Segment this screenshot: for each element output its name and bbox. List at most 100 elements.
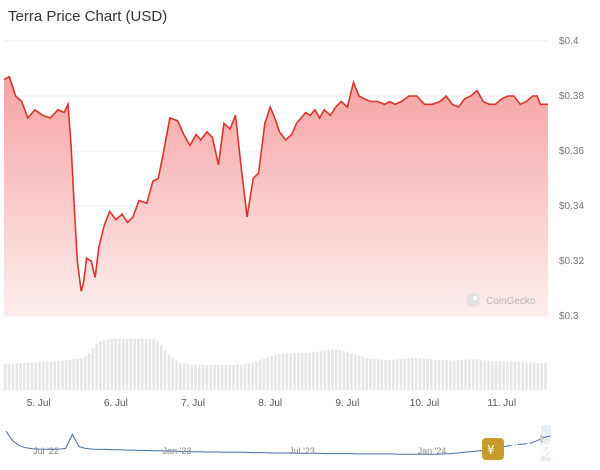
volume-bar xyxy=(106,339,110,390)
volume-bar xyxy=(148,338,152,390)
volume-bar xyxy=(175,360,178,390)
volume-bar xyxy=(407,358,410,390)
volume-bar xyxy=(308,352,311,390)
x-tick-label: 9. Jul xyxy=(335,398,359,409)
volume-bar xyxy=(323,350,327,390)
volume-bar xyxy=(182,363,186,390)
navigator-label: Jul '23 xyxy=(289,446,315,456)
volume-bar xyxy=(159,345,163,390)
volume-bar xyxy=(64,360,68,390)
volume-bar xyxy=(414,358,418,390)
volume-bar xyxy=(312,352,315,390)
range-navigator[interactable]: Jul '22 Jan '23 Jul '23 Jan '24 xyxy=(4,425,552,461)
volume-bar xyxy=(296,352,300,390)
volume-bar xyxy=(156,341,159,390)
volume-bar xyxy=(342,350,346,390)
price-line[interactable] xyxy=(3,75,548,292)
volume-bar xyxy=(4,364,7,390)
volume-bar xyxy=(247,363,251,390)
volume-bar xyxy=(30,362,34,390)
volume-bar xyxy=(430,359,433,390)
watermark-text: CoinGecko xyxy=(486,296,536,307)
volume-bar xyxy=(289,353,292,390)
logo-icon: ¥ xyxy=(487,443,495,457)
volume-bar xyxy=(468,359,471,390)
volume-bar xyxy=(129,338,133,390)
volume-bar xyxy=(49,361,53,390)
volume-bar xyxy=(426,359,429,390)
volume-bar xyxy=(114,338,117,390)
x-tick-label: 10. Jul xyxy=(410,398,439,409)
volume-bar xyxy=(163,350,167,390)
volume-bar xyxy=(525,362,528,390)
volume-bar xyxy=(392,359,395,390)
volume-bar xyxy=(224,365,228,390)
volume-bar xyxy=(68,359,72,390)
volume-bar xyxy=(293,352,296,390)
x-axis-labels: 5. Jul 6. Jul 7. Jul 8. Jul 9. Jul 10. Jul 11.… xyxy=(27,398,516,409)
volume-bar xyxy=(76,358,79,390)
x-tick-label: 7. Jul xyxy=(181,398,205,409)
volume-bar xyxy=(373,359,376,390)
volume-bar xyxy=(137,338,140,390)
volume-bar xyxy=(300,352,304,390)
volume-bar xyxy=(509,361,513,390)
volume-bar xyxy=(319,350,323,390)
x-tick-label: 11. Jul xyxy=(487,398,516,409)
volume-bar xyxy=(201,364,205,390)
volume-bar xyxy=(251,362,254,390)
volume-bar xyxy=(91,348,95,390)
volume-bar xyxy=(490,361,494,390)
volume-bar xyxy=(384,359,388,390)
volume-bar xyxy=(532,362,536,390)
volume-bar xyxy=(61,360,64,390)
volume-bar xyxy=(102,340,106,390)
volume-bar xyxy=(464,359,467,390)
navigator-label: Jan '23 xyxy=(163,446,192,456)
volume-bar xyxy=(540,363,543,390)
volume-bar xyxy=(471,359,475,390)
volume-bar xyxy=(528,362,532,390)
volume-bar xyxy=(357,355,361,390)
volume-bar xyxy=(121,338,125,390)
volume-bar xyxy=(475,359,479,390)
volume-bar xyxy=(327,349,330,390)
volume-bar xyxy=(422,358,426,390)
volume-bar xyxy=(209,365,213,390)
volume-bar xyxy=(513,361,517,390)
volume-bar xyxy=(140,338,144,390)
volume-bar xyxy=(411,358,414,390)
volume-bar xyxy=(445,360,448,390)
volume-bar xyxy=(99,341,102,390)
volume-bar xyxy=(220,365,224,390)
y-tick-label: $0.4 xyxy=(559,36,579,47)
volume-bar xyxy=(194,364,197,390)
navigator-selection[interactable] xyxy=(541,425,551,461)
volume-bar xyxy=(281,353,285,390)
volume-bar xyxy=(437,359,441,390)
volume-bar xyxy=(72,359,76,390)
volume-bar xyxy=(178,362,182,390)
volume-bar xyxy=(45,361,49,390)
volume-bar xyxy=(498,361,502,390)
y-tick-label: $0.3 xyxy=(559,311,579,322)
navigator-handle[interactable] xyxy=(540,435,543,447)
x-tick-label: 6. Jul xyxy=(104,398,128,409)
volume-bar xyxy=(536,363,540,390)
volume-bar xyxy=(7,363,11,390)
coingecko-watermark: CoinGecko xyxy=(466,293,536,307)
volume-bar xyxy=(483,360,486,390)
volume-bar xyxy=(57,361,60,390)
y-tick-label: $0.38 xyxy=(559,91,584,102)
volume-bar xyxy=(334,349,338,390)
volume-bar xyxy=(304,352,308,390)
volume-bar xyxy=(23,363,26,390)
volume-bar xyxy=(544,363,547,390)
chart-title: Terra Price Chart (USD) xyxy=(8,8,168,25)
volume-bar xyxy=(361,356,365,390)
volume-bar xyxy=(34,362,38,390)
volume-bar xyxy=(506,361,509,390)
volume-bar xyxy=(479,359,483,390)
volume-bar xyxy=(395,359,399,390)
